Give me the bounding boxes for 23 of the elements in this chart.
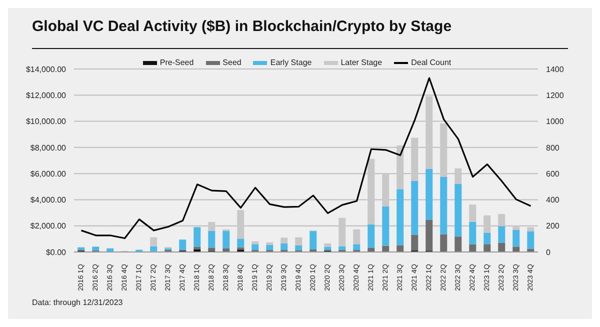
text: Data: through 12/31/2023: [32, 298, 123, 307]
y-tick-label: $10,000.00: [26, 117, 67, 126]
y2-tick-label: 200: [546, 222, 560, 231]
y-tick-label: $0.00: [46, 248, 67, 257]
y-tick-label: $2,000.00: [30, 222, 67, 231]
y2-tick-label: 1200: [546, 90, 564, 100]
legend-label: Pre-Seed: [160, 58, 194, 67]
y-tick-label: $14,000.00: [26, 64, 67, 74]
legend-label: Seed: [222, 58, 242, 67]
legend-label: Deal Count: [411, 58, 452, 67]
y-tick-label: $12,000.00: [26, 90, 67, 100]
y-tick-label: $8,000.00: [30, 143, 67, 152]
y2-tick-label: 1000: [546, 117, 564, 126]
y-tick-label: $4,000.00: [30, 196, 67, 205]
y2-tick-label: 800: [546, 143, 560, 152]
chart-title: Global VC Deal Activity ($B) in Blockchain/Crypto by Stage: [32, 18, 452, 35]
y2-tick-label: 1400: [546, 64, 564, 74]
y2-tick-label: 0: [546, 248, 551, 257]
legend-label: Early Stage: [270, 58, 312, 67]
y2-tick-label: 600: [546, 169, 560, 178]
y-tick-label: $6,000.00: [30, 169, 67, 178]
y2-tick-label: 400: [546, 196, 560, 205]
legend-label: Later Stage: [340, 58, 382, 67]
